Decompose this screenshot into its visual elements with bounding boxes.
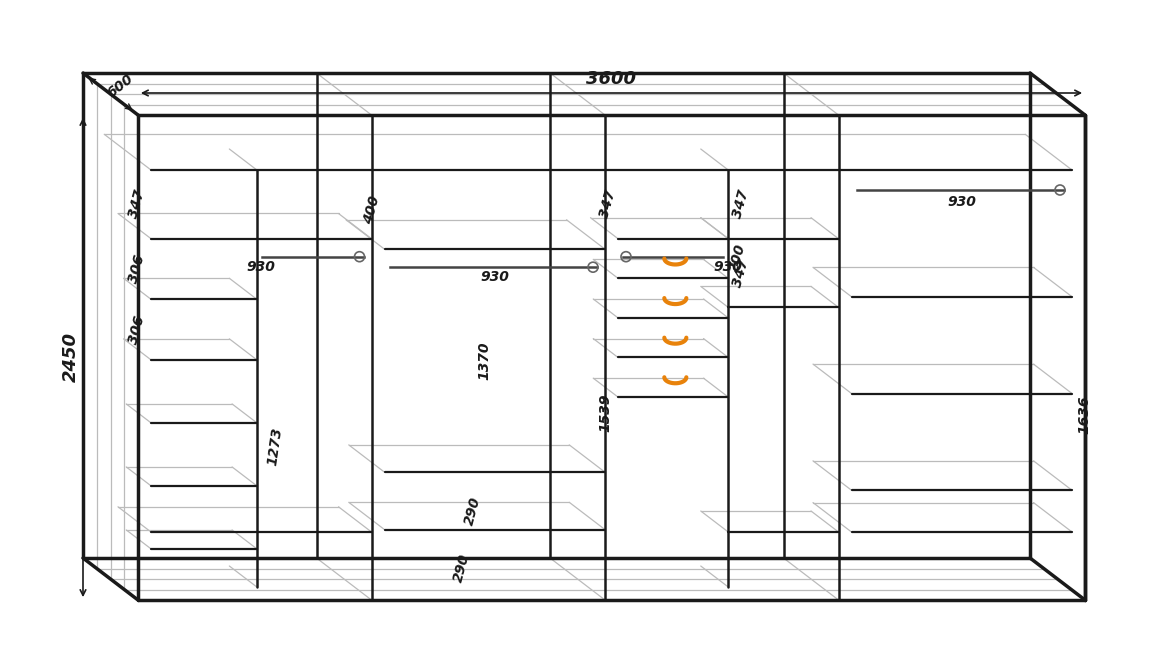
Text: 930: 930 (714, 260, 743, 274)
Text: 1539: 1539 (598, 393, 612, 432)
Text: 200: 200 (728, 243, 749, 274)
Text: 3600: 3600 (586, 70, 636, 88)
Text: 600: 600 (105, 72, 136, 101)
Text: 930: 930 (480, 270, 509, 284)
Text: 930: 930 (247, 260, 276, 274)
Text: 290: 290 (451, 553, 472, 584)
Text: 1636: 1636 (1076, 395, 1090, 434)
Text: 347: 347 (598, 189, 619, 220)
Text: 290: 290 (463, 495, 483, 526)
Text: 306: 306 (127, 253, 148, 285)
Text: 400: 400 (361, 194, 382, 225)
Text: 1370: 1370 (478, 342, 492, 380)
Text: 1273: 1273 (266, 426, 284, 466)
Text: 930: 930 (947, 195, 976, 209)
Text: 347: 347 (127, 189, 148, 220)
Text: 347: 347 (730, 257, 751, 289)
Text: 2450: 2450 (62, 332, 80, 382)
Text: 306: 306 (127, 314, 148, 345)
Text: 347: 347 (730, 189, 751, 220)
